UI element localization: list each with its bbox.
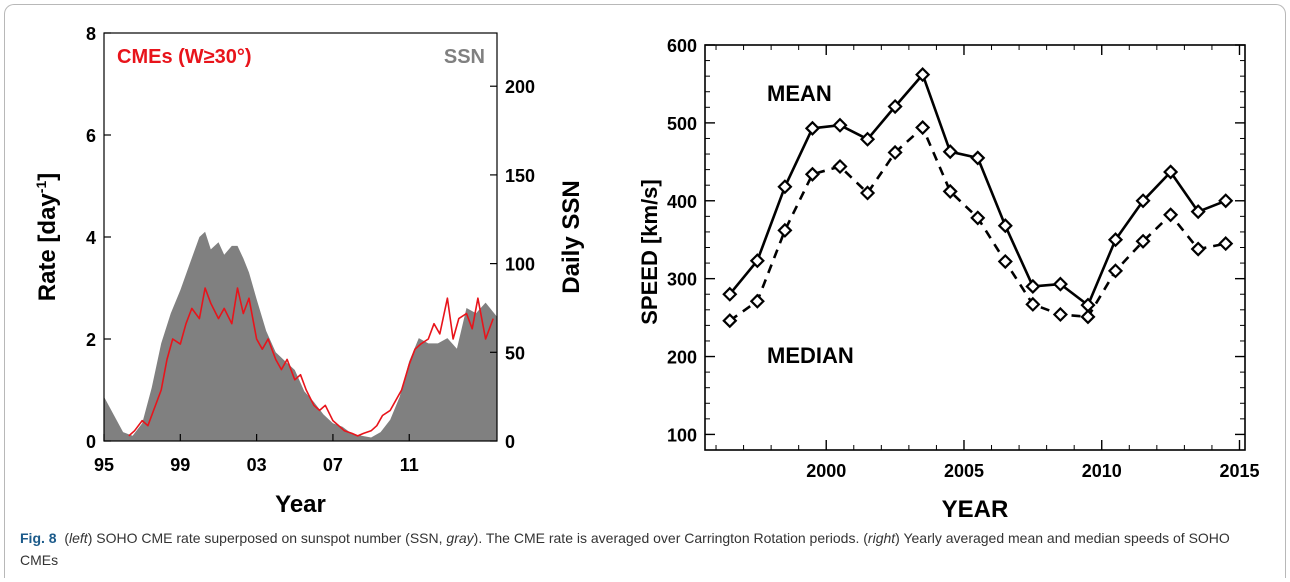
median-speed-point	[1190, 241, 1206, 257]
left-y-tick-label: 0	[86, 432, 96, 452]
mean-speed-point	[832, 117, 848, 133]
median-speed-point	[1163, 207, 1179, 223]
left-chart: 0 2 4 6 8 0 50 100 150 200 95 99 03 07 11 Year Rate [day…	[33, 24, 585, 518]
mean-speed-point	[887, 98, 903, 115]
left-x-tick-label: 95	[94, 455, 114, 475]
caption-part: ) SOHO CME rate superposed on sunspot nu…	[87, 530, 447, 546]
caption-text: (left) SOHO CME rate superposed on sunsp…	[20, 530, 1230, 568]
mean-speed-point	[1052, 276, 1068, 292]
left-x-tick-label: 99	[170, 455, 190, 475]
speed-y-tick-label: 300	[667, 270, 697, 290]
left-x-tick-label: 07	[323, 455, 343, 475]
mean-speed-point	[915, 67, 931, 83]
median-speed-point	[722, 313, 738, 329]
right-y-tick-label: 100	[505, 255, 535, 275]
median-series-label: MEDIAN	[767, 343, 854, 368]
mean-speed-point	[1163, 164, 1179, 180]
mean-speed-line	[728, 73, 1227, 307]
figure-charts: 0 2 4 6 8 0 50 100 150 200 95 99 03 07 11 Year Rate [day…	[33, 24, 1260, 523]
speed-y-tick-label: 100	[667, 425, 697, 445]
median-speed-point	[1135, 233, 1151, 249]
left-y-axis-title-close: ]	[34, 173, 61, 181]
speed-y-tick-label: 500	[667, 114, 697, 134]
mean-speed-point	[859, 131, 876, 147]
median-speed-point	[804, 166, 821, 182]
figure-caption: Fig. 8 (left) SOHO CME rate superposed o…	[20, 527, 1270, 571]
median-speed-point	[749, 293, 765, 309]
mean-speed-point	[1107, 232, 1124, 248]
left-x-tick-label: 11	[400, 455, 419, 475]
year-x-tick-label: 2015	[1219, 461, 1259, 481]
caption-part: ). The CME rate is averaged over Carring…	[473, 530, 868, 546]
left-x-axis-title: Year	[275, 491, 326, 518]
right-y-tick-label: 0	[505, 432, 515, 452]
caption-part: gray	[446, 530, 474, 546]
median-speed-point	[859, 185, 876, 201]
median-speed-point	[970, 210, 986, 226]
mean-speed-point	[1218, 193, 1234, 209]
caption-part: ) Yearly averaged mean and median speeds…	[20, 530, 1230, 568]
median-speed-point	[1052, 306, 1068, 323]
mean-speed-point	[997, 218, 1013, 234]
left-y-axis-title-main: Rate [day	[34, 193, 61, 302]
median-speed-point	[997, 253, 1013, 270]
median-speed-point	[1025, 296, 1041, 312]
speed-y-axis-title: SPEED [km/s]	[637, 179, 662, 325]
right-y-tick-label: 200	[505, 77, 535, 97]
median-speed-point	[777, 222, 793, 238]
figure-frame	[4, 4, 1286, 578]
mean-speed-point	[970, 150, 986, 166]
left-y-tick-label: 4	[86, 228, 96, 248]
mean-speed-point	[942, 144, 958, 160]
left-x-tick-label: 03	[247, 455, 267, 475]
legend-ssn: SSN	[444, 46, 485, 68]
median-speed-point	[942, 183, 958, 199]
left-y-tick-label: 2	[86, 330, 96, 350]
mean-speed-point	[749, 253, 765, 269]
year-x-tick-label: 2005	[944, 461, 984, 481]
legend-cme: CMEs (W≥30°)	[117, 46, 252, 68]
speed-y-tick-label: 600	[667, 36, 697, 56]
mean-speed-point	[1025, 278, 1041, 294]
mean-speed-point	[722, 286, 738, 302]
ssn-area	[104, 231, 497, 441]
mean-speed-point	[777, 179, 793, 195]
median-speed-point	[1107, 263, 1124, 279]
median-speed-point	[887, 144, 903, 161]
mean-speed-point	[804, 120, 821, 136]
left-y-axis-title: Rate [day-1]	[33, 173, 61, 302]
caption-part: right	[867, 530, 896, 546]
year-x-tick-label: 2000	[806, 461, 846, 481]
right-chart: 100 200 300 400 500 600 2000 2005 2010 2015 YEAR SP…	[637, 36, 1260, 523]
median-speed-point	[1080, 309, 1096, 325]
year-x-tick-label: 2010	[1082, 461, 1122, 481]
caption-part: (	[64, 530, 70, 546]
speed-y-tick-label: 400	[667, 192, 697, 212]
left-y-axis-title-sup: -1	[33, 181, 49, 194]
right-y-tick-label: 150	[505, 166, 535, 186]
left-y-tick-label: 8	[86, 24, 96, 44]
cme-rate-line	[128, 287, 494, 437]
median-speed-point	[832, 158, 848, 175]
right-y-axis-title: Daily SSN	[558, 180, 585, 293]
mean-speed-point	[1190, 204, 1206, 220]
speed-y-tick-label: 200	[667, 348, 697, 368]
mean-series-label: MEAN	[767, 81, 832, 106]
median-speed-point	[915, 120, 931, 136]
left-y-tick-label: 6	[86, 126, 96, 146]
mean-speed-point	[1135, 193, 1151, 209]
caption-part: left	[69, 530, 88, 546]
right-y-tick-label: 50	[505, 343, 525, 363]
caption-label: Fig. 8	[20, 530, 57, 546]
median-speed-point	[1218, 236, 1234, 252]
speed-x-axis-title: YEAR	[942, 496, 1009, 523]
